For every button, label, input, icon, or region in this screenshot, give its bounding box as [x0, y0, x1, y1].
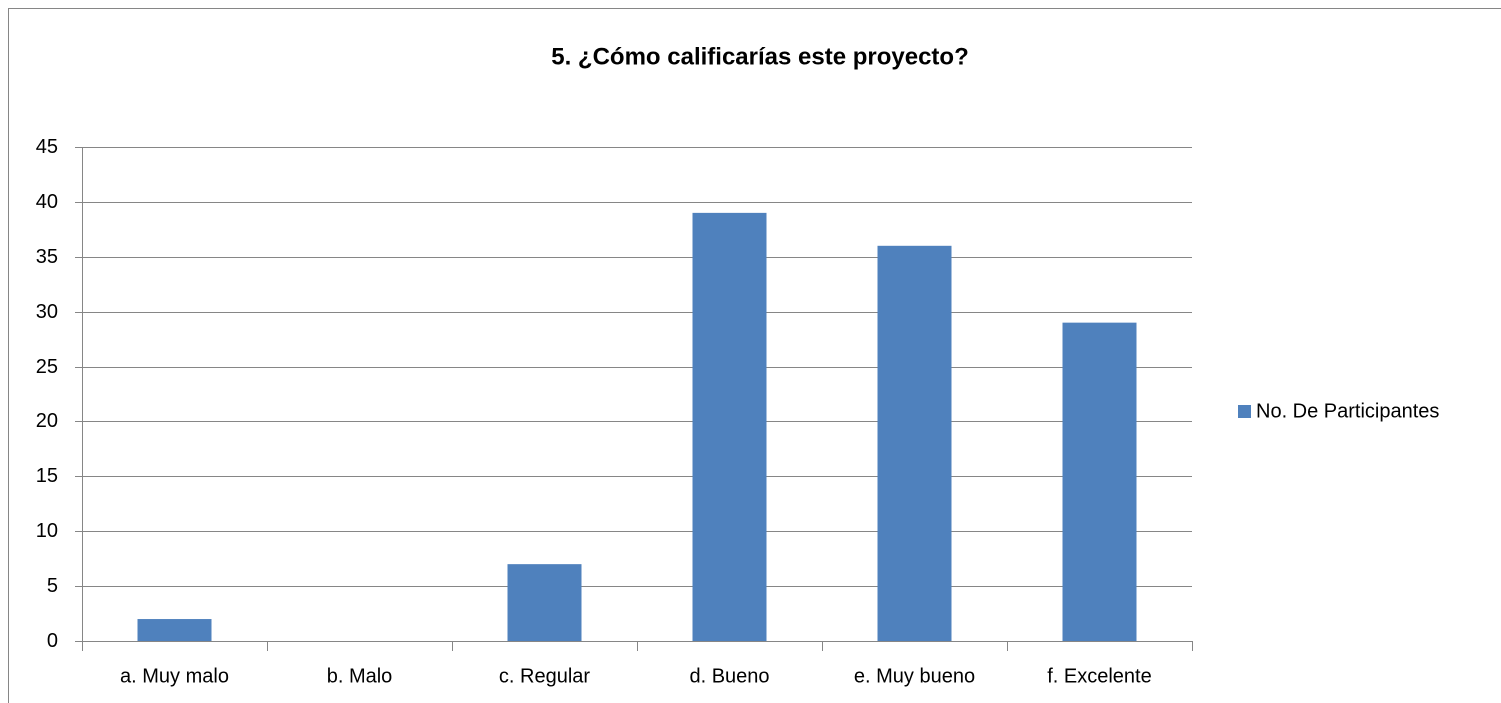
x-tick-label: c. Regular [499, 665, 590, 687]
x-tick-label: d. Bueno [689, 665, 769, 687]
bar [877, 245, 952, 642]
bar [692, 212, 767, 641]
bar [1062, 322, 1137, 641]
y-tick-label: 0 [47, 630, 58, 652]
x-tick-label: a. Muy malo [120, 665, 229, 687]
legend-label: No. De Participantes [1256, 400, 1439, 422]
bar [137, 619, 212, 641]
y-tick-label: 45 [36, 136, 58, 158]
chart-frame [8, 8, 1501, 703]
y-tick-label: 30 [36, 301, 58, 323]
bar [507, 564, 582, 641]
y-tick-label: 25 [36, 356, 58, 378]
x-tick-label: e. Muy bueno [854, 665, 975, 687]
y-tick-label: 20 [36, 410, 58, 432]
y-tick-label: 10 [36, 520, 58, 542]
chart-title: 5. ¿Cómo calificarías este proyecto? [551, 43, 968, 70]
legend-swatch [1238, 405, 1251, 418]
y-tick-label: 15 [36, 465, 58, 487]
x-tick-label: f. Excelente [1047, 665, 1152, 687]
y-tick-label: 35 [36, 246, 58, 268]
y-tick-label: 5 [47, 575, 58, 597]
y-tick-label: 40 [36, 191, 58, 213]
x-tick-label: b. Malo [327, 665, 393, 687]
